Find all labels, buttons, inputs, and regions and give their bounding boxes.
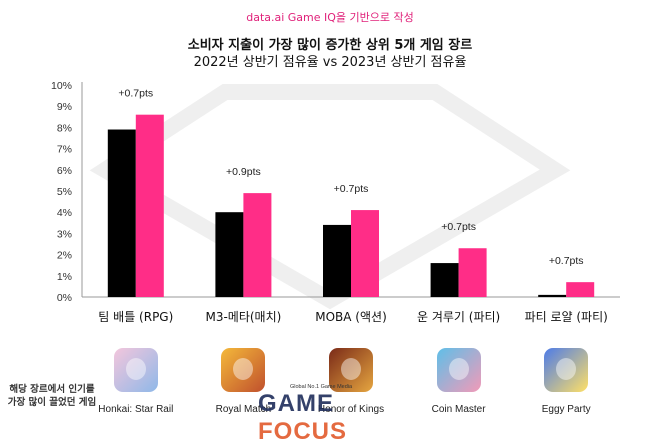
watermark-brand-part2: FOCUS: [258, 418, 347, 445]
y-tick-label: 8%: [57, 122, 72, 134]
y-tick-label: 0%: [57, 292, 72, 304]
y-tick-label: 3%: [57, 228, 72, 240]
y-tick-label: 9%: [57, 101, 72, 113]
bar-annotation: +0.7pts: [334, 183, 369, 195]
game-item: Honor of Kings: [296, 348, 406, 415]
bar: [215, 212, 244, 297]
gamefocus-watermark: Global No.1 Game Media GAME FOCUS: [258, 384, 408, 446]
bar-chart: 0% 1% 2% 3% 4% 5% 6% 7% 8% 9% 10% +0.7pts 팀 배틀 (RPG)…: [51, 80, 620, 324]
game-item: Eggy Party: [511, 348, 621, 415]
icon-highlight: [341, 358, 361, 380]
honor-of-kings-icon: [329, 348, 373, 392]
game-item: Honkai: Star Rail: [81, 348, 191, 415]
icon-highlight: [125, 358, 146, 380]
watermark-tagline: Global No.1 Game Media: [290, 384, 353, 390]
bar: [458, 248, 487, 297]
coin-master-icon: [436, 348, 481, 392]
y-tick-label: 5%: [57, 186, 72, 198]
icon-highlight: [233, 358, 254, 380]
games-row-label: 해당 장르에서 인기를 가장 많이 끌었던 게임: [7, 384, 97, 408]
y-tick-label: 10%: [51, 80, 72, 92]
game-name: Honor of Kings: [317, 404, 385, 415]
x-tick-label: 파티 로얄 (파티): [525, 309, 608, 324]
bar: [430, 263, 459, 297]
bar: [351, 210, 379, 297]
y-tick-label: 7%: [57, 144, 72, 156]
x-tick-label: MOBA (액션): [315, 310, 387, 324]
bar-annotation: +0.7pts: [441, 221, 476, 233]
watermark-brand-part1: GAME: [258, 390, 334, 417]
source-note: data.ai Game IQ을 기반으로 작성: [246, 11, 414, 24]
bar-annotation: +0.9pts: [226, 166, 261, 178]
bar: [107, 129, 136, 297]
y-tick-label: 6%: [57, 165, 72, 177]
game-item: Royal Match: [188, 348, 298, 415]
eggy-party-icon: [544, 348, 589, 392]
y-tick-label: 4%: [57, 207, 72, 219]
watermark-brand: GAME FOCUS: [258, 390, 408, 446]
royal-match-icon: [221, 348, 266, 392]
bar: [538, 294, 567, 297]
game-item: Coin Master: [404, 348, 514, 415]
chart-title: 소비자 지출이 가장 많이 증가한 상위 5개 게임 장르: [187, 38, 473, 53]
bar: [323, 224, 351, 297]
x-tick-label: 팀 배틀 (RPG): [98, 310, 173, 324]
game-name: Royal Match: [215, 404, 272, 415]
honkai-star-rail-icon: [113, 348, 158, 392]
game-name: Eggy Party: [541, 404, 591, 415]
bar: [243, 193, 272, 297]
bar-annotation: +0.7pts: [118, 88, 153, 100]
chart-subtitle: 2022년 상반기 점유율 vs 2023년 상반기 점유율: [193, 55, 467, 70]
game-name: Coin Master: [431, 404, 486, 415]
bar: [135, 114, 164, 298]
game-name: Honkai: Star Rail: [98, 404, 174, 415]
y-tick-label: 2%: [57, 250, 72, 262]
y-tick-label: 1%: [57, 271, 72, 283]
bar: [566, 282, 595, 297]
x-tick-label: M3-메타(매치): [205, 310, 281, 324]
x-tick-label: 운 겨루기 (파티): [417, 310, 500, 324]
icon-highlight: [556, 358, 577, 380]
bar-annotation: +0.7pts: [549, 255, 584, 267]
icon-highlight: [448, 358, 469, 380]
